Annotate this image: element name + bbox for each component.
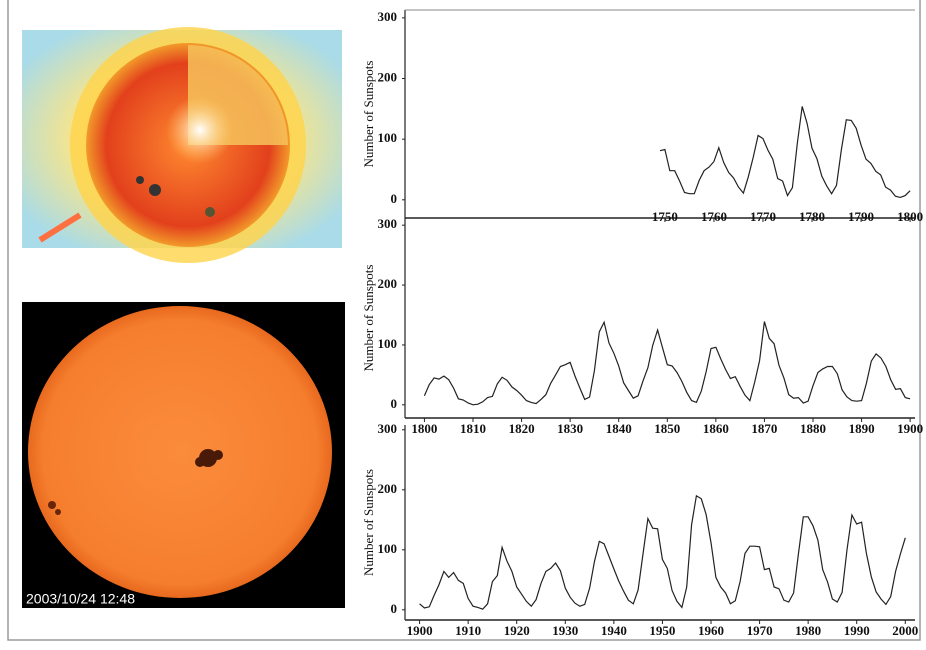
y-axis-label: Number of Sunspots [361, 265, 376, 372]
x-tick-label: 1770 [750, 209, 776, 224]
figure: 2003/10/24 12:48 0 100 200 300 1750 1760 1770 1… [0, 0, 926, 650]
x-tick-label: 1810 [460, 421, 486, 436]
y-tick-label: 100 [378, 130, 398, 145]
timestamp: 2003/10/24 12:48 [26, 591, 135, 607]
y-tick-label: 200 [378, 70, 398, 85]
y-tick-label: 200 [378, 276, 398, 291]
x-tick-label: 1760 [701, 209, 727, 224]
x-tick-label: 1940 [601, 623, 627, 638]
y-tick-label: 0 [391, 601, 398, 616]
x-tick-label: 1990 [844, 623, 870, 638]
y-axis-label: Number of Sunspots [361, 61, 376, 168]
x-tick-label: 1930 [552, 623, 578, 638]
x-tick-label: 1890 [849, 421, 875, 436]
x-tick-label: 1830 [557, 421, 583, 436]
y-tick-label: 200 [378, 481, 398, 496]
x-tick-label: 1880 [800, 421, 826, 436]
chart: 0 100 200 300 1900 1910 1920 1930 1940 1950 1960 19… [361, 421, 918, 638]
x-tick-label: 1750 [652, 209, 678, 224]
x-tick-label: 1960 [698, 623, 724, 638]
x-tick-label: 1800 [897, 209, 923, 224]
chart: 0 100 200 300 1750 1760 1770 1780 1790 1800 Number… [361, 9, 923, 224]
x-tick-label: 2000 [892, 623, 918, 638]
y-tick-label: 100 [378, 336, 398, 351]
x-tick-label: 1820 [509, 421, 535, 436]
sunspot-line [660, 106, 910, 197]
x-tick-label: 1900 [897, 421, 923, 436]
y-tick-label: 0 [391, 191, 398, 206]
x-tick-label: 1780 [799, 209, 825, 224]
x-tick-label: 1970 [747, 623, 773, 638]
sun-photo: 2003/10/24 12:48 [22, 302, 345, 608]
y-tick-label: 0 [391, 396, 398, 411]
y-tick-label: 100 [378, 541, 398, 556]
x-tick-label: 1920 [504, 623, 530, 638]
x-tick-label: 1860 [703, 421, 729, 436]
y-tick-label: 300 [378, 9, 398, 24]
y-tick-label: 300 [378, 421, 398, 436]
x-tick-label: 1900 [407, 623, 433, 638]
y-axis-label: Number of Sunspots [361, 469, 376, 576]
sun-diagram [22, 27, 342, 263]
x-tick-label: 1980 [795, 623, 821, 638]
sunspot-line [424, 322, 910, 405]
chart: 0 100 200 300 1800 1810 1820 1830 1840 1850 1860 18… [361, 216, 923, 436]
x-tick-label: 1870 [751, 421, 777, 436]
y-tick-label: 300 [378, 216, 398, 231]
sunspot-line [420, 496, 906, 609]
x-tick-label: 1950 [649, 623, 675, 638]
x-tick-label: 1800 [411, 421, 437, 436]
x-tick-label: 1850 [654, 421, 680, 436]
x-tick-label: 1910 [455, 623, 481, 638]
x-tick-label: 1790 [848, 209, 874, 224]
x-tick-label: 1840 [606, 421, 632, 436]
